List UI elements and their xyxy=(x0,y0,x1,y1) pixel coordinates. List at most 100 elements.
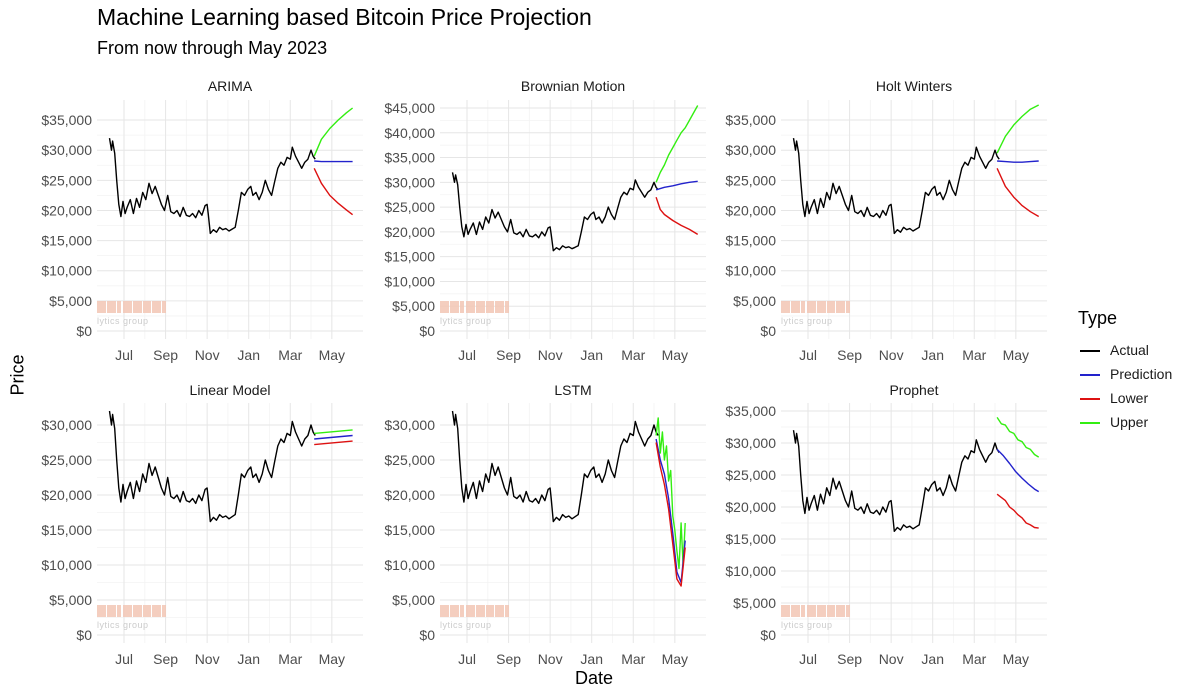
x-tick-label: Jul xyxy=(115,347,133,363)
x-tick-label: May xyxy=(1003,347,1029,363)
y-tick-label: $0 xyxy=(760,627,776,643)
series-lower-line xyxy=(996,168,1040,218)
y-tick-label: $25,000 xyxy=(725,467,776,483)
watermark-block xyxy=(162,301,166,313)
panel-brownian-motion: $0 $5,000 $10,000 $15,000 $20,000 $25,000 $30,… xyxy=(384,78,706,363)
series-upper-line xyxy=(996,104,1040,154)
watermark-block xyxy=(117,605,121,617)
series-actual-line xyxy=(451,172,659,252)
x-tick-label: Jan xyxy=(921,347,944,363)
watermark-logo: lytics group xyxy=(440,605,509,630)
y-tick-label: $0 xyxy=(76,323,92,339)
legend-key-prediction xyxy=(1080,374,1100,376)
x-tick-label: Jan xyxy=(921,651,944,667)
y-tick-label: $30,000 xyxy=(725,142,776,158)
watermark-block xyxy=(97,605,106,617)
y-tick-label: $5,000 xyxy=(733,595,776,611)
y-tick-label: $30,000 xyxy=(384,417,435,433)
watermark-block xyxy=(781,301,790,313)
legend-item-upper: Upper xyxy=(1078,411,1148,435)
panel-arima: $0 $5,000 $10,000 $15,000 $20,000 $25,000 $30,… xyxy=(41,78,363,363)
y-tick-label: $20,000 xyxy=(384,224,435,240)
y-tick-label: $5,000 xyxy=(392,592,435,608)
x-tick-label: Nov xyxy=(879,651,904,667)
y-tick-label: $5,000 xyxy=(392,298,435,314)
x-tick-label: Mar xyxy=(621,651,645,667)
y-tick-label: $15,000 xyxy=(41,233,92,249)
legend-key-upper xyxy=(1080,422,1100,424)
y-tick-label: $15,000 xyxy=(725,233,776,249)
y-tick-label: $35,000 xyxy=(384,150,435,166)
y-tick-label: $25,000 xyxy=(384,199,435,215)
legend-key-lower xyxy=(1080,398,1100,400)
y-tick-label: $0 xyxy=(760,323,776,339)
watermark-block xyxy=(827,605,835,617)
watermark-logo: lytics group xyxy=(781,301,850,326)
x-tick-label: May xyxy=(662,347,688,363)
watermark-block xyxy=(450,301,459,313)
x-tick-label: Mar xyxy=(621,347,645,363)
watermark-block xyxy=(781,605,790,617)
panel-title: LSTM xyxy=(554,382,591,398)
series-actual-line xyxy=(792,430,1000,532)
x-tick-label: Jan xyxy=(237,347,260,363)
x-tick-label: Sep xyxy=(837,651,862,667)
y-tick-label: $25,000 xyxy=(41,452,92,468)
series-actual-line xyxy=(108,410,316,523)
legend-label-upper: Upper xyxy=(1110,414,1149,430)
watermark-block xyxy=(817,301,826,313)
legend-label-actual: Actual xyxy=(1110,342,1149,358)
y-tick-label: $15,000 xyxy=(384,249,435,265)
panel-prophet: $0 $5,000 $10,000 $15,000 $20,000 $25,000 $30,… xyxy=(725,382,1047,667)
watermark-block xyxy=(486,301,494,313)
legend-item-actual: Actual xyxy=(1078,339,1149,363)
watermark-text: lytics group xyxy=(440,620,492,630)
legend-key-actual xyxy=(1080,350,1100,352)
x-tick-label: Sep xyxy=(153,651,178,667)
y-tick-label: $0 xyxy=(419,627,435,643)
x-tick-label: Jul xyxy=(115,651,133,667)
x-tick-label: Jan xyxy=(580,347,603,363)
panel-title: Prophet xyxy=(889,382,938,398)
x-axis-label: Date xyxy=(575,668,614,688)
watermark-block xyxy=(791,605,800,617)
watermark-block xyxy=(450,605,459,617)
watermark-text: lytics group xyxy=(781,316,833,326)
legend-item-prediction: Prediction xyxy=(1078,363,1172,387)
x-tick-label: May xyxy=(319,651,345,667)
watermark-block xyxy=(801,301,805,313)
watermark-block xyxy=(495,605,504,617)
y-tick-label: $25,000 xyxy=(725,172,776,188)
y-tick-label: $10,000 xyxy=(41,263,92,279)
watermark-block xyxy=(486,605,494,617)
y-tick-label: $20,000 xyxy=(384,487,435,503)
legend-label-lower: Lower xyxy=(1110,390,1149,406)
panel-title: ARIMA xyxy=(208,78,253,94)
series-actual-line xyxy=(108,137,316,235)
y-tick-label: $40,000 xyxy=(384,125,435,141)
watermark-block xyxy=(807,301,816,313)
watermark-text: lytics group xyxy=(440,316,492,326)
watermark-logo: lytics group xyxy=(97,605,166,630)
watermark-block xyxy=(817,605,826,617)
y-tick-label: $30,000 xyxy=(41,142,92,158)
series-actual-line xyxy=(451,410,659,523)
series-prediction-line xyxy=(997,160,1039,163)
y-tick-label: $5,000 xyxy=(49,293,92,309)
watermark-block xyxy=(476,605,485,617)
y-tick-label: $35,000 xyxy=(725,112,776,128)
series-lower-line xyxy=(996,493,1039,529)
x-tick-label: Mar xyxy=(278,651,302,667)
watermark-text: lytics group xyxy=(97,620,149,630)
x-tick-label: Nov xyxy=(195,651,220,667)
series-prediction-line xyxy=(314,434,353,440)
watermark-block xyxy=(495,301,504,313)
series-upper-line xyxy=(313,107,354,157)
series-actual-line xyxy=(792,137,1000,235)
y-tick-label: $10,000 xyxy=(41,557,92,573)
watermark-block xyxy=(440,301,449,313)
watermark-block xyxy=(460,605,464,617)
y-tick-label: $15,000 xyxy=(725,531,776,547)
watermark-block xyxy=(836,301,845,313)
